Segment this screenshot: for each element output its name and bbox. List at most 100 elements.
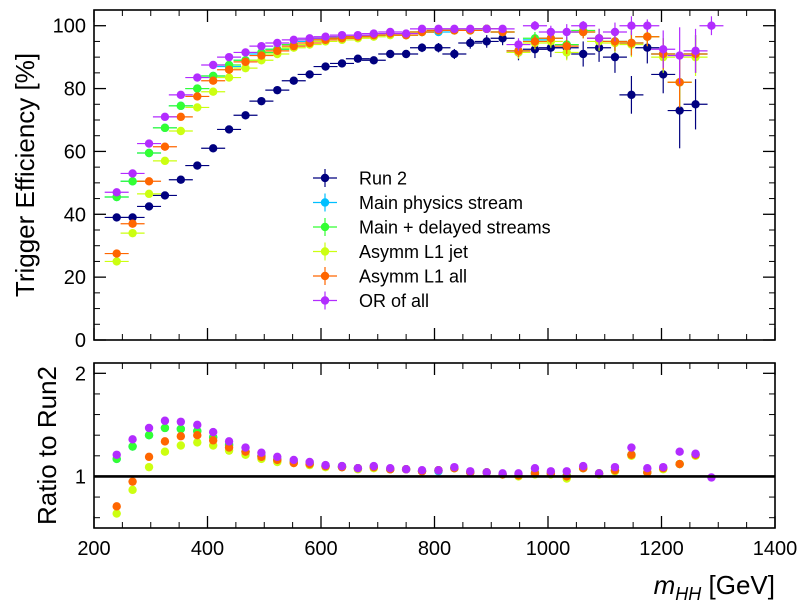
- ratio-point: [466, 467, 475, 476]
- ratio-point: [546, 467, 556, 476]
- ratio-point: [273, 452, 282, 462]
- data-point: [530, 37, 540, 46]
- data-point: [160, 191, 170, 200]
- ratio-point: [659, 462, 668, 472]
- data-point: [208, 144, 218, 153]
- data-point: [289, 35, 298, 45]
- efficiency-panel: 0 20 40 60 80 100 Trigger Efficiency [%] Run …: [10, 9, 776, 352]
- efficiency-y-axis-title: Trigger Efficiency [%]: [10, 53, 40, 297]
- ratio-point: [128, 435, 137, 444]
- y-tick-label: 20: [64, 267, 86, 289]
- data-point: [193, 73, 202, 82]
- data-point: [627, 90, 636, 100]
- ratio-point: [144, 423, 154, 433]
- legend-marker: [320, 198, 330, 207]
- ratio-point: [675, 459, 684, 469]
- ratio-point: [450, 462, 459, 472]
- ratio-point: [610, 462, 620, 472]
- data-point: [305, 70, 314, 79]
- data-point: [386, 27, 395, 37]
- data-point: [176, 101, 186, 111]
- data-point: [112, 249, 121, 258]
- data-point: [128, 213, 137, 222]
- x-axis-title-unit: [GeV]: [701, 570, 775, 600]
- data-point: [208, 60, 218, 70]
- ratio-point: [176, 424, 186, 434]
- data-point: [257, 41, 266, 51]
- data-point: [337, 59, 347, 68]
- data-point: [643, 32, 652, 41]
- ratio-point: [224, 437, 234, 446]
- legend-item: Main + delayed streams: [313, 218, 551, 238]
- ratio-point: [112, 502, 121, 511]
- ratio-point: [257, 448, 266, 457]
- data-point: [128, 219, 137, 228]
- data-point: [386, 49, 395, 59]
- legend-item: Run 2: [313, 169, 407, 189]
- data-point: [417, 24, 427, 34]
- ratio-point: [208, 427, 218, 437]
- data-point: [659, 45, 668, 54]
- data-point: [241, 63, 250, 73]
- data-point: [610, 27, 620, 37]
- ratio-point: [691, 449, 700, 458]
- data-point: [450, 24, 459, 34]
- y-tick-label: 1: [75, 466, 86, 488]
- data-point: [627, 38, 636, 48]
- data-point: [369, 29, 378, 38]
- data-point: [193, 103, 202, 112]
- ratio-point: [144, 452, 154, 462]
- data-point: [417, 43, 427, 52]
- ratio-point: [112, 509, 121, 518]
- data-point: [224, 65, 234, 74]
- ratio-point: [386, 463, 395, 473]
- data-point: [193, 92, 202, 101]
- data-point: [176, 90, 186, 100]
- ratio-point: [160, 437, 170, 446]
- legend-item: Asymm L1 all: [313, 267, 467, 287]
- data-point: [273, 38, 282, 48]
- data-point: [466, 38, 475, 48]
- y-tick-label: 40: [64, 204, 86, 226]
- data-point: [627, 21, 636, 30]
- data-point: [434, 43, 443, 52]
- data-point: [562, 41, 571, 51]
- data-point: [643, 21, 652, 30]
- data-point: [257, 51, 266, 60]
- data-point: [401, 49, 411, 59]
- ratio-point: [176, 432, 186, 441]
- ratio-point: [224, 443, 234, 452]
- data-point: [176, 112, 186, 122]
- ratio-point: [643, 463, 652, 473]
- data-point: [289, 76, 298, 85]
- ratio-point: [482, 468, 491, 477]
- data-point: [369, 56, 378, 65]
- ratio-point: [193, 438, 202, 447]
- ratio-point: [160, 447, 170, 456]
- ratio-point: [562, 467, 571, 476]
- data-point: [353, 54, 363, 63]
- data-point: [224, 52, 234, 62]
- ratio-point: [241, 443, 250, 452]
- x-tick-label: 1400: [753, 538, 798, 560]
- data-point: [160, 123, 170, 133]
- data-point: [401, 29, 411, 38]
- data-point: [160, 142, 170, 151]
- data-point: [128, 169, 137, 178]
- y-tick-label: 0: [75, 330, 86, 352]
- data-point: [144, 148, 154, 158]
- data-point: [353, 30, 363, 40]
- ratio-y-axis-title: Ratio to Run2: [32, 366, 62, 525]
- data-point: [594, 34, 604, 43]
- data-point: [675, 106, 684, 115]
- legend-label: Main + delayed streams: [359, 218, 551, 238]
- y-tick-label: 80: [64, 79, 86, 101]
- data-point: [546, 27, 556, 37]
- ratio-point: [401, 465, 411, 474]
- data-point: [707, 21, 716, 30]
- data-point: [514, 40, 523, 49]
- data-point: [578, 49, 588, 59]
- legend-label: OR of all: [359, 291, 429, 311]
- data-point: [112, 257, 121, 266]
- data-point: [224, 73, 234, 82]
